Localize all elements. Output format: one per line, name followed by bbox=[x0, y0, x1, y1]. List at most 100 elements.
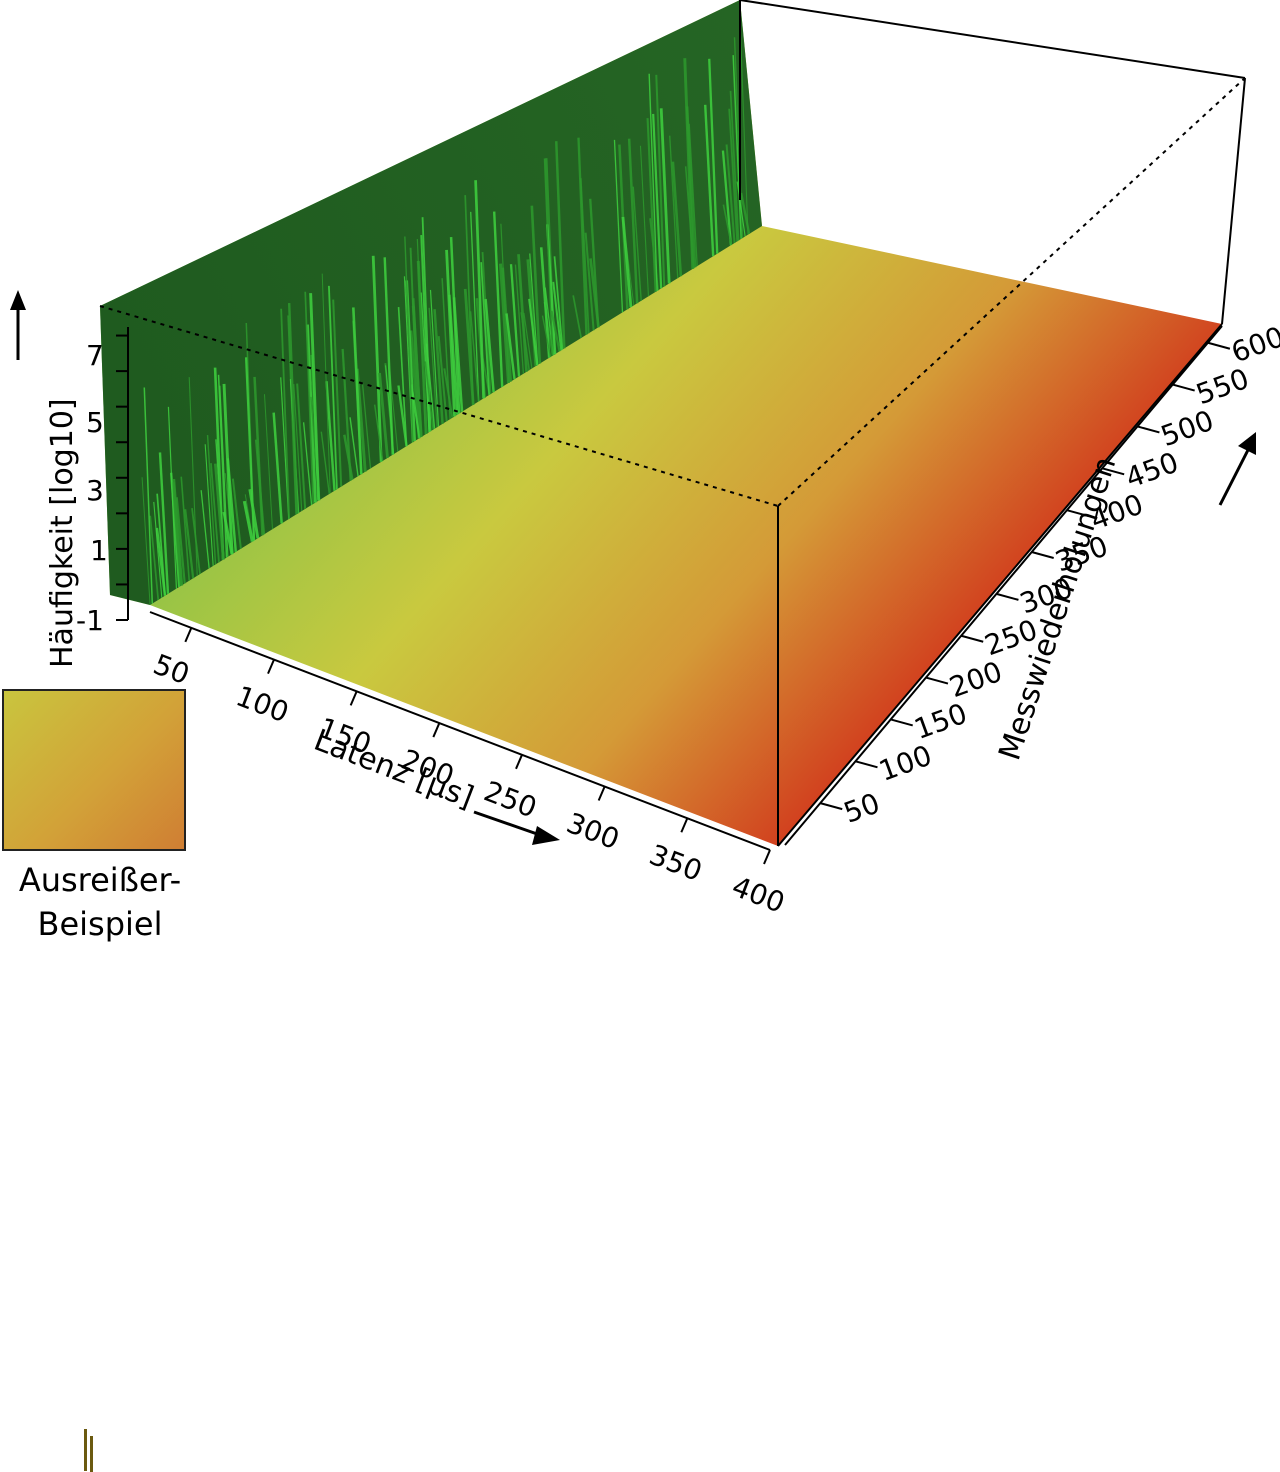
surface-spike bbox=[280, 308, 291, 519]
y-tick-mark bbox=[1137, 425, 1160, 434]
surface-spike bbox=[206, 435, 217, 565]
y-tick-mark bbox=[1207, 341, 1231, 350]
x-tick-mark bbox=[267, 659, 275, 674]
surface-spike bbox=[470, 211, 480, 402]
y-tick-mark bbox=[996, 592, 1019, 601]
surface-spike bbox=[429, 289, 440, 427]
inset-caption-line1: Ausreißer- bbox=[18, 861, 182, 899]
surface-spike bbox=[184, 509, 195, 579]
x-tick-label: 100 bbox=[231, 679, 293, 729]
surface-spike bbox=[149, 515, 160, 600]
surface-spike bbox=[352, 307, 363, 475]
outlier-spike bbox=[90, 1436, 93, 1472]
y-arrow-head bbox=[1238, 432, 1256, 455]
surface-spike bbox=[589, 258, 600, 328]
z-tick-label: 7 bbox=[86, 339, 104, 372]
surface-spike bbox=[171, 482, 183, 586]
y-tick-label: 150 bbox=[910, 697, 972, 746]
y-tick-mark bbox=[1031, 551, 1054, 559]
surface-spike bbox=[684, 166, 695, 269]
surface-spike bbox=[210, 463, 220, 563]
surface-spike bbox=[669, 135, 679, 279]
y-tick-mark bbox=[1066, 509, 1090, 518]
y-tick-mark bbox=[1172, 383, 1195, 392]
x-tick-label: 50 bbox=[149, 648, 194, 692]
x-tick-mark bbox=[763, 849, 771, 865]
y-tick-label: 550 bbox=[1192, 362, 1254, 411]
surface-spike bbox=[584, 232, 595, 331]
outlier-inset bbox=[2, 689, 186, 1472]
surface-spike bbox=[287, 303, 299, 514]
outlier-spike bbox=[84, 1429, 87, 1471]
y-axis-arrow bbox=[1218, 449, 1250, 506]
surface-spike bbox=[332, 299, 343, 487]
surface-spike bbox=[652, 113, 663, 289]
surface-spike bbox=[732, 55, 742, 239]
z-axis-title: Häufigkeit [log10] bbox=[45, 398, 80, 668]
surface-spike bbox=[469, 311, 480, 402]
surface-spike bbox=[474, 180, 485, 399]
surface-spike bbox=[552, 281, 563, 351]
z-tick-label: 5 bbox=[86, 406, 104, 439]
surface-spike bbox=[175, 497, 186, 584]
surface-spike bbox=[484, 298, 495, 393]
surface-spike bbox=[425, 343, 436, 429]
surface-spike bbox=[355, 368, 367, 472]
x-tick-mark bbox=[432, 722, 441, 738]
surface-spike bbox=[539, 247, 551, 358]
surface-spike bbox=[320, 431, 330, 495]
z-arrow-head bbox=[10, 290, 26, 310]
surface-spike bbox=[627, 138, 639, 304]
surface-spike bbox=[671, 161, 683, 277]
y-tick-mark bbox=[819, 802, 843, 811]
surface-spike bbox=[725, 144, 736, 244]
surface-spike bbox=[167, 406, 178, 589]
x-tick-label: 300 bbox=[562, 806, 624, 856]
surface-spikes bbox=[141, 17, 751, 605]
surface-spike bbox=[613, 139, 624, 313]
x-arrow-head bbox=[532, 826, 560, 845]
x-tick-mark bbox=[184, 627, 193, 643]
surface-spike bbox=[213, 463, 225, 560]
surface-spike bbox=[244, 357, 256, 541]
x-tick-mark bbox=[349, 690, 358, 706]
surface-spike bbox=[722, 204, 733, 246]
surface-spike bbox=[293, 384, 303, 512]
surface-spike bbox=[688, 123, 698, 267]
surface-spike bbox=[416, 238, 426, 435]
y-tick-label: 100 bbox=[875, 739, 937, 788]
inset-caption-line2: Beispiel bbox=[37, 905, 163, 943]
surface-spike bbox=[541, 315, 552, 358]
surface-spike bbox=[383, 257, 394, 455]
surface-spike bbox=[371, 255, 383, 462]
surface-spike bbox=[411, 298, 423, 438]
surface-spike bbox=[632, 186, 642, 301]
surface-spike bbox=[659, 108, 671, 284]
surface-spike bbox=[141, 477, 151, 605]
surface-spike bbox=[156, 493, 166, 596]
surface-spike bbox=[404, 236, 414, 443]
y-tick-mark bbox=[925, 676, 949, 685]
z-tick-label: -1 bbox=[76, 604, 104, 637]
y-tick-label: 50 bbox=[839, 787, 884, 830]
surface-spike bbox=[428, 307, 438, 428]
surface-spike bbox=[226, 458, 238, 552]
x-tick-mark bbox=[680, 817, 689, 833]
surface-spike bbox=[685, 106, 697, 268]
surface-spike bbox=[500, 223, 510, 383]
surface-spike bbox=[708, 58, 719, 254]
surface-spike bbox=[272, 412, 283, 524]
hidden-edges bbox=[99, 77, 1246, 507]
surface-spike bbox=[321, 273, 331, 494]
surface-spike bbox=[729, 90, 740, 241]
y-tick-mark bbox=[1101, 467, 1125, 476]
surface-spike bbox=[648, 73, 658, 291]
surface-spike bbox=[517, 254, 528, 372]
y-tick-mark bbox=[960, 634, 984, 643]
surface-spike bbox=[577, 137, 588, 335]
surface-spike bbox=[739, 17, 749, 235]
surface-spike bbox=[736, 181, 746, 237]
bounding-box bbox=[739, 0, 1246, 847]
surface-spike bbox=[530, 205, 542, 364]
surface-spike bbox=[304, 291, 315, 504]
